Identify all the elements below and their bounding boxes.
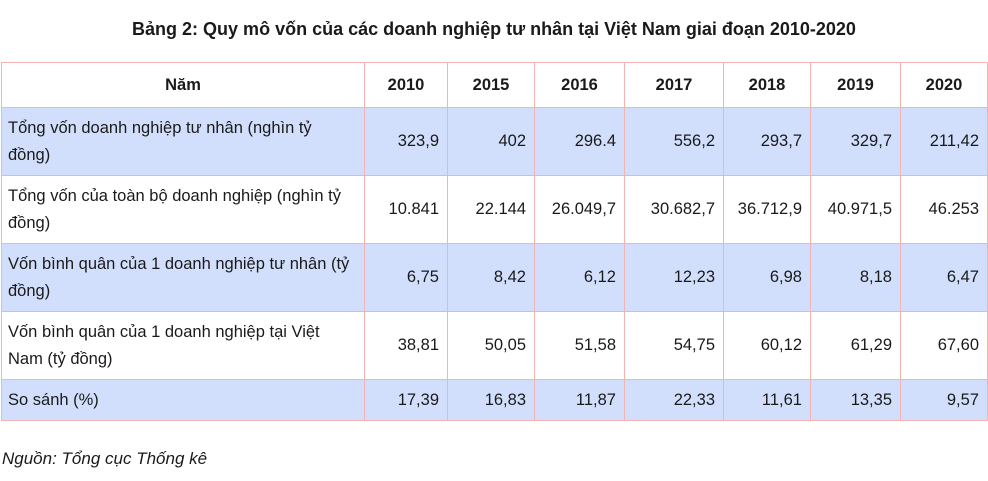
header-cell-2010: 2010 (364, 62, 448, 108)
table-cell: 293,7 (723, 107, 811, 176)
table-cell: 11,87 (534, 379, 625, 421)
header-row: Năm 2010 2015 2016 2017 2018 2019 2020 (1, 62, 988, 108)
table-cell: 11,61 (723, 379, 811, 421)
table-cell: 556,2 (624, 107, 724, 176)
table-cell: 51,58 (534, 311, 625, 380)
header-cell-year-label: Năm (1, 62, 365, 108)
data-table: Năm 2010 2015 2016 2017 2018 2019 2020 T… (1, 62, 988, 421)
header-cell-2016: 2016 (534, 62, 625, 108)
row-label: Vốn bình quân của 1 doanh nghiệp tư nhân… (1, 243, 365, 312)
table-cell: 36.712,9 (723, 175, 811, 244)
table-cell: 296.4 (534, 107, 625, 176)
table-cell: 8,18 (810, 243, 901, 312)
table-cell: 61,29 (810, 311, 901, 380)
row-label: Tổng vốn doanh nghiệp tư nhân (nghìn tỷ … (1, 107, 365, 176)
header-cell-2015: 2015 (447, 62, 535, 108)
row-label: So sánh (%) (1, 379, 365, 421)
table-row: So sánh (%) 17,39 16,83 11,87 22,33 11,6… (1, 379, 988, 421)
table-cell: 22,33 (624, 379, 724, 421)
header-cell-2017: 2017 (624, 62, 724, 108)
table-cell: 17,39 (364, 379, 448, 421)
table-cell: 6,12 (534, 243, 625, 312)
table-cell: 38,81 (364, 311, 448, 380)
table-cell: 16,83 (447, 379, 535, 421)
header-cell-2020: 2020 (900, 62, 988, 108)
table-row: Tổng vốn của toàn bộ doanh nghiệp (nghìn… (1, 175, 988, 244)
table-cell: 10.841 (364, 175, 448, 244)
table-cell: 6,75 (364, 243, 448, 312)
table-cell: 30.682,7 (624, 175, 724, 244)
table-cell: 12,23 (624, 243, 724, 312)
table-cell: 323,9 (364, 107, 448, 176)
table-row: Vốn bình quân của 1 doanh nghiệp tại Việ… (1, 311, 988, 380)
table-cell: 13,35 (810, 379, 901, 421)
table-cell: 329,7 (810, 107, 901, 176)
table-cell: 60,12 (723, 311, 811, 380)
table-cell: 211,42 (900, 107, 988, 176)
table-cell: 8,42 (447, 243, 535, 312)
source-note: Nguồn: Tổng cục Thống kê (2, 449, 208, 468)
table-cell: 26.049,7 (534, 175, 625, 244)
row-label: Tổng vốn của toàn bộ doanh nghiệp (nghìn… (1, 175, 365, 244)
table-cell: 402 (447, 107, 535, 176)
table-row: Tổng vốn doanh nghiệp tư nhân (nghìn tỷ … (1, 107, 988, 176)
table-title: Bảng 2: Quy mô vốn của các doanh nghiệp … (132, 19, 856, 39)
table-cell: 22.144 (447, 175, 535, 244)
table-cell: 6,98 (723, 243, 811, 312)
table-cell: 6,47 (900, 243, 988, 312)
header-cell-2019: 2019 (810, 62, 901, 108)
table-cell: 67,60 (900, 311, 988, 380)
table-cell: 54,75 (624, 311, 724, 380)
header-cell-2018: 2018 (723, 62, 811, 108)
table-cell: 9,57 (900, 379, 988, 421)
table-cell: 50,05 (447, 311, 535, 380)
table-row: Vốn bình quân của 1 doanh nghiệp tư nhân… (1, 243, 988, 312)
table-cell: 40.971,5 (810, 175, 901, 244)
table-cell: 46.253 (900, 175, 988, 244)
row-label: Vốn bình quân của 1 doanh nghiệp tại Việ… (1, 311, 365, 380)
